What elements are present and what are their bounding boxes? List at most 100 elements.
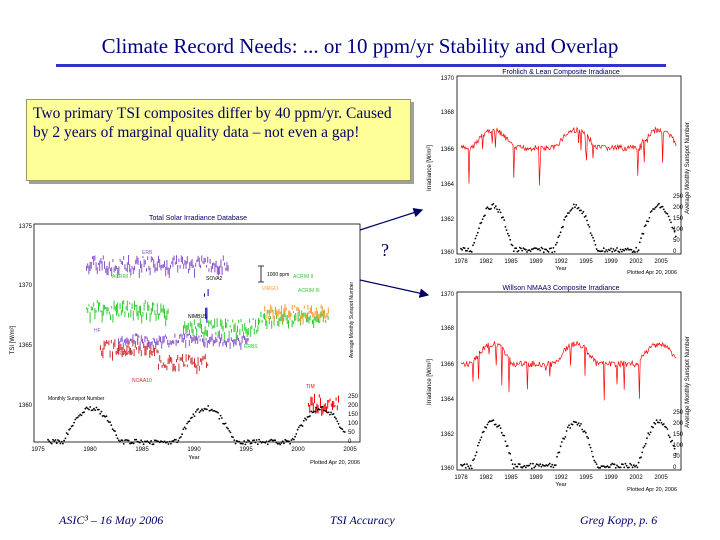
sunspot-point <box>636 250 639 253</box>
erb-point <box>203 257 205 264</box>
noaa10-point <box>176 359 177 363</box>
sunspot-point <box>219 414 222 417</box>
sunspot-point <box>524 248 527 251</box>
bottom-ytick: 1364 <box>441 397 455 403</box>
sunspot-point <box>329 413 331 416</box>
noaa-point <box>146 342 148 350</box>
acrim3-point <box>308 316 310 324</box>
erb-point <box>220 259 222 268</box>
sunspot-point <box>550 465 552 468</box>
sunspot-point <box>69 427 72 430</box>
virgo-point <box>283 308 285 315</box>
erb-point <box>120 260 122 265</box>
top-ytick: 1360 <box>441 250 455 256</box>
sunspot-point <box>554 243 557 246</box>
erb-point <box>125 268 127 271</box>
noaa10-point <box>162 362 164 366</box>
slide-title: Climate Record Needs: ... or 10 ppm/yr S… <box>101 34 619 58</box>
sunspot-point <box>468 467 471 470</box>
noaa10-point <box>191 357 193 365</box>
erb-point <box>114 265 116 271</box>
top-xtick: 1995 <box>579 259 593 265</box>
left-plot-ylabel: TSI [W/m²] <box>10 325 16 354</box>
acrim1-point <box>108 311 110 315</box>
noaa10-point <box>166 365 168 371</box>
acrim1-point <box>88 304 90 307</box>
sunspot-point <box>48 440 51 443</box>
tim-point <box>309 405 311 413</box>
acrim3-point <box>307 312 309 322</box>
nimbus-point <box>168 343 170 348</box>
sunspot-point <box>592 455 594 458</box>
nimbus-point <box>128 340 130 345</box>
acrim1-point <box>107 307 109 312</box>
acrim1-point <box>117 302 119 314</box>
virgo-point <box>271 306 273 313</box>
erb-point <box>105 268 107 273</box>
sunspot-point <box>177 439 180 442</box>
acrim2-point <box>214 318 216 329</box>
sunspot-point <box>135 438 138 441</box>
erb-point <box>86 265 87 271</box>
sunspot-point <box>60 440 63 443</box>
sunspot-point <box>545 248 548 251</box>
erb-point <box>222 255 224 261</box>
sunspot-point <box>290 439 293 441</box>
acrim3-point <box>312 319 313 325</box>
nimbus-point <box>133 339 135 344</box>
nimbus-point <box>132 334 134 341</box>
virgo-point <box>303 305 305 309</box>
virgo-point <box>267 315 269 320</box>
question-mark: ? <box>381 240 389 260</box>
noaa-point <box>110 339 112 344</box>
acrim2-point <box>191 323 193 334</box>
erb-point <box>226 261 228 271</box>
sunspot-point <box>106 419 109 422</box>
virgo-point <box>264 305 266 312</box>
noaa10-point <box>171 357 173 364</box>
noaa-point <box>127 340 129 348</box>
sunspot-point <box>193 415 196 417</box>
erb-point <box>137 257 139 266</box>
erb-point <box>179 264 181 269</box>
erb-point <box>87 263 89 269</box>
sunspot-point <box>493 207 496 209</box>
erb-point <box>117 268 119 278</box>
erb-point <box>95 262 97 271</box>
tim-point <box>328 399 330 403</box>
noaa10-point <box>172 363 174 372</box>
sunspot-point <box>632 250 635 253</box>
sunspot-point <box>146 440 149 443</box>
noaa-point <box>115 351 117 355</box>
sunspot-point <box>630 464 633 466</box>
erb-point <box>93 256 95 265</box>
sunspot-point <box>310 410 313 413</box>
sunspot-point <box>547 463 550 466</box>
erb-point <box>102 255 104 260</box>
bottom-y2tick: 100 <box>673 443 684 449</box>
noaa-point <box>122 350 124 356</box>
top-plot-y2label: Average Monthly Sunspot Number <box>685 122 691 214</box>
noaa-point <box>137 338 139 345</box>
bottom-xtick: 1978 <box>454 475 468 481</box>
acrim2-point <box>239 329 241 336</box>
top-y2tick: 250 <box>673 194 684 200</box>
nimbus-point <box>186 333 188 338</box>
erb-point <box>177 264 179 273</box>
erb-point <box>198 257 200 267</box>
nimbus-point <box>209 337 211 345</box>
nimbus-point <box>161 341 163 349</box>
acrim1-point <box>150 307 152 315</box>
sunspot-point <box>584 215 587 217</box>
sunspot-point <box>333 416 336 419</box>
sunspot-point <box>93 407 95 410</box>
nimbus-point <box>194 336 196 344</box>
erb-point <box>149 267 151 276</box>
sunspot-point <box>73 421 75 424</box>
bottom-xlabel: Year <box>555 482 566 488</box>
virgo-point <box>265 315 267 322</box>
sunspot-point <box>660 422 663 424</box>
nimbus-point <box>234 339 236 345</box>
tim-point <box>314 393 315 404</box>
acrim3-point <box>327 315 329 320</box>
